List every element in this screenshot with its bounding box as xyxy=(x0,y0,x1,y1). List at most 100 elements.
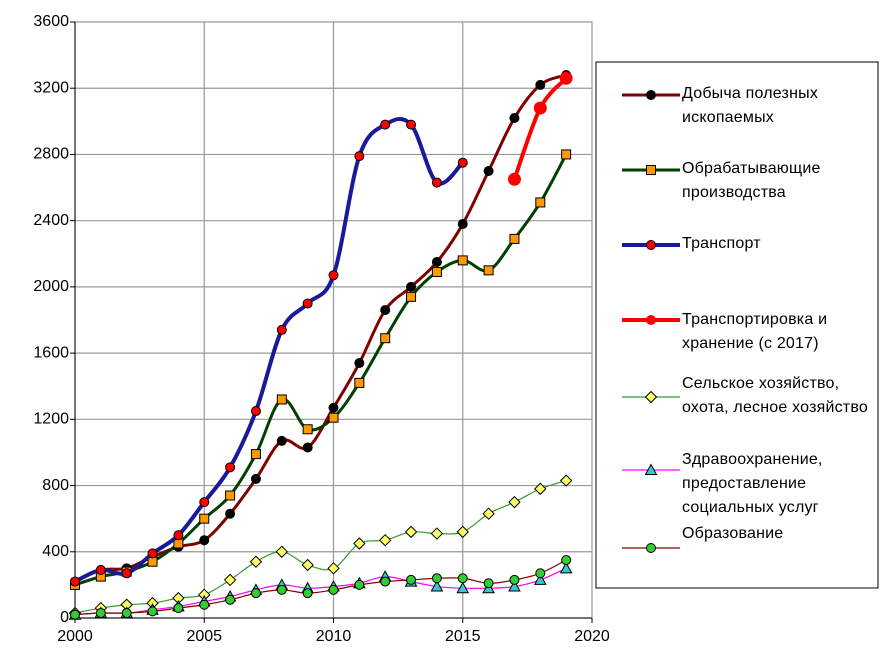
marker xyxy=(225,462,236,473)
marker xyxy=(507,172,521,186)
marker xyxy=(95,608,106,619)
marker xyxy=(535,568,546,579)
grid xyxy=(74,21,593,619)
marker xyxy=(646,165,656,175)
marker xyxy=(533,573,547,585)
marker xyxy=(275,545,289,558)
x-tick-label: 2020 xyxy=(574,628,610,645)
legend-label: Обрабатывающие производства xyxy=(682,160,821,201)
marker xyxy=(406,291,417,302)
marker xyxy=(121,608,132,619)
marker xyxy=(457,573,468,584)
marker xyxy=(95,564,106,575)
x-tick-label: 2005 xyxy=(186,628,222,645)
marker xyxy=(147,606,158,617)
x-tick-label: 2000 xyxy=(57,628,93,645)
legend-label: Сельское хозяйство, охота, лесное хозяйс… xyxy=(682,375,868,416)
x-tick-label: 2015 xyxy=(445,628,481,645)
marker xyxy=(354,377,365,388)
marker xyxy=(483,166,494,176)
marker xyxy=(199,513,210,524)
marker xyxy=(561,149,572,160)
marker xyxy=(483,578,494,589)
marker xyxy=(483,265,494,276)
marker xyxy=(328,270,339,281)
marker xyxy=(456,581,470,594)
marker xyxy=(121,568,132,579)
marker xyxy=(354,579,365,590)
marker xyxy=(509,233,520,244)
marker xyxy=(431,573,442,584)
marker xyxy=(646,240,656,250)
y-tick-label: 2800 xyxy=(33,146,69,163)
marker xyxy=(276,584,287,595)
marker xyxy=(276,435,287,446)
marker xyxy=(380,119,391,130)
y-tick-label: 3200 xyxy=(33,79,69,96)
marker xyxy=(380,305,391,316)
marker xyxy=(430,527,444,540)
marker xyxy=(406,281,417,292)
marker xyxy=(430,580,444,592)
marker xyxy=(646,90,656,100)
y-tick-label: 1200 xyxy=(33,411,69,428)
marker xyxy=(482,507,495,520)
marker xyxy=(535,197,546,208)
marker xyxy=(302,588,313,599)
marker xyxy=(147,548,158,559)
marker xyxy=(431,177,442,188)
marker xyxy=(644,463,658,475)
marker xyxy=(302,424,313,435)
marker xyxy=(302,298,313,309)
marker xyxy=(199,599,210,610)
marker xyxy=(380,576,391,587)
marker xyxy=(431,266,442,277)
marker xyxy=(431,257,442,268)
marker xyxy=(327,562,340,575)
marker xyxy=(250,588,261,599)
y-tick-label: 800 xyxy=(42,477,69,494)
marker xyxy=(457,157,468,168)
series-line xyxy=(74,117,465,584)
marker xyxy=(457,218,468,229)
marker xyxy=(406,119,417,130)
marker xyxy=(302,442,313,453)
marker xyxy=(199,497,210,508)
marker xyxy=(250,449,261,460)
marker xyxy=(353,537,366,550)
marker xyxy=(509,574,520,585)
marker xyxy=(173,530,184,541)
legend-label: Здравоохранение, предоставление социальн… xyxy=(682,451,823,516)
marker xyxy=(70,576,80,587)
marker xyxy=(301,558,314,572)
y-tick-label: 3600 xyxy=(33,13,69,30)
marker xyxy=(508,495,521,509)
marker xyxy=(457,255,468,266)
marker xyxy=(173,603,184,614)
marker xyxy=(644,390,658,404)
marker xyxy=(535,79,546,90)
legend-label: Транспортировка и хранение (с 2017) xyxy=(682,311,828,352)
marker xyxy=(354,358,365,369)
marker xyxy=(328,402,339,413)
marker xyxy=(534,482,547,496)
marker xyxy=(223,573,237,587)
marker xyxy=(508,580,521,592)
marker xyxy=(559,474,573,487)
x-tick-label: 2010 xyxy=(316,628,352,645)
marker xyxy=(646,543,656,553)
marker xyxy=(646,315,656,325)
marker xyxy=(276,394,287,405)
y-tick-label: 2000 xyxy=(33,278,69,295)
y-tick-label: 2400 xyxy=(33,212,69,229)
marker xyxy=(378,533,392,547)
marker xyxy=(250,473,261,484)
marker xyxy=(70,609,80,620)
marker xyxy=(404,525,418,539)
marker xyxy=(509,113,520,124)
marker xyxy=(225,508,236,519)
y-tick-label: 400 xyxy=(42,543,69,560)
marker xyxy=(406,574,417,585)
